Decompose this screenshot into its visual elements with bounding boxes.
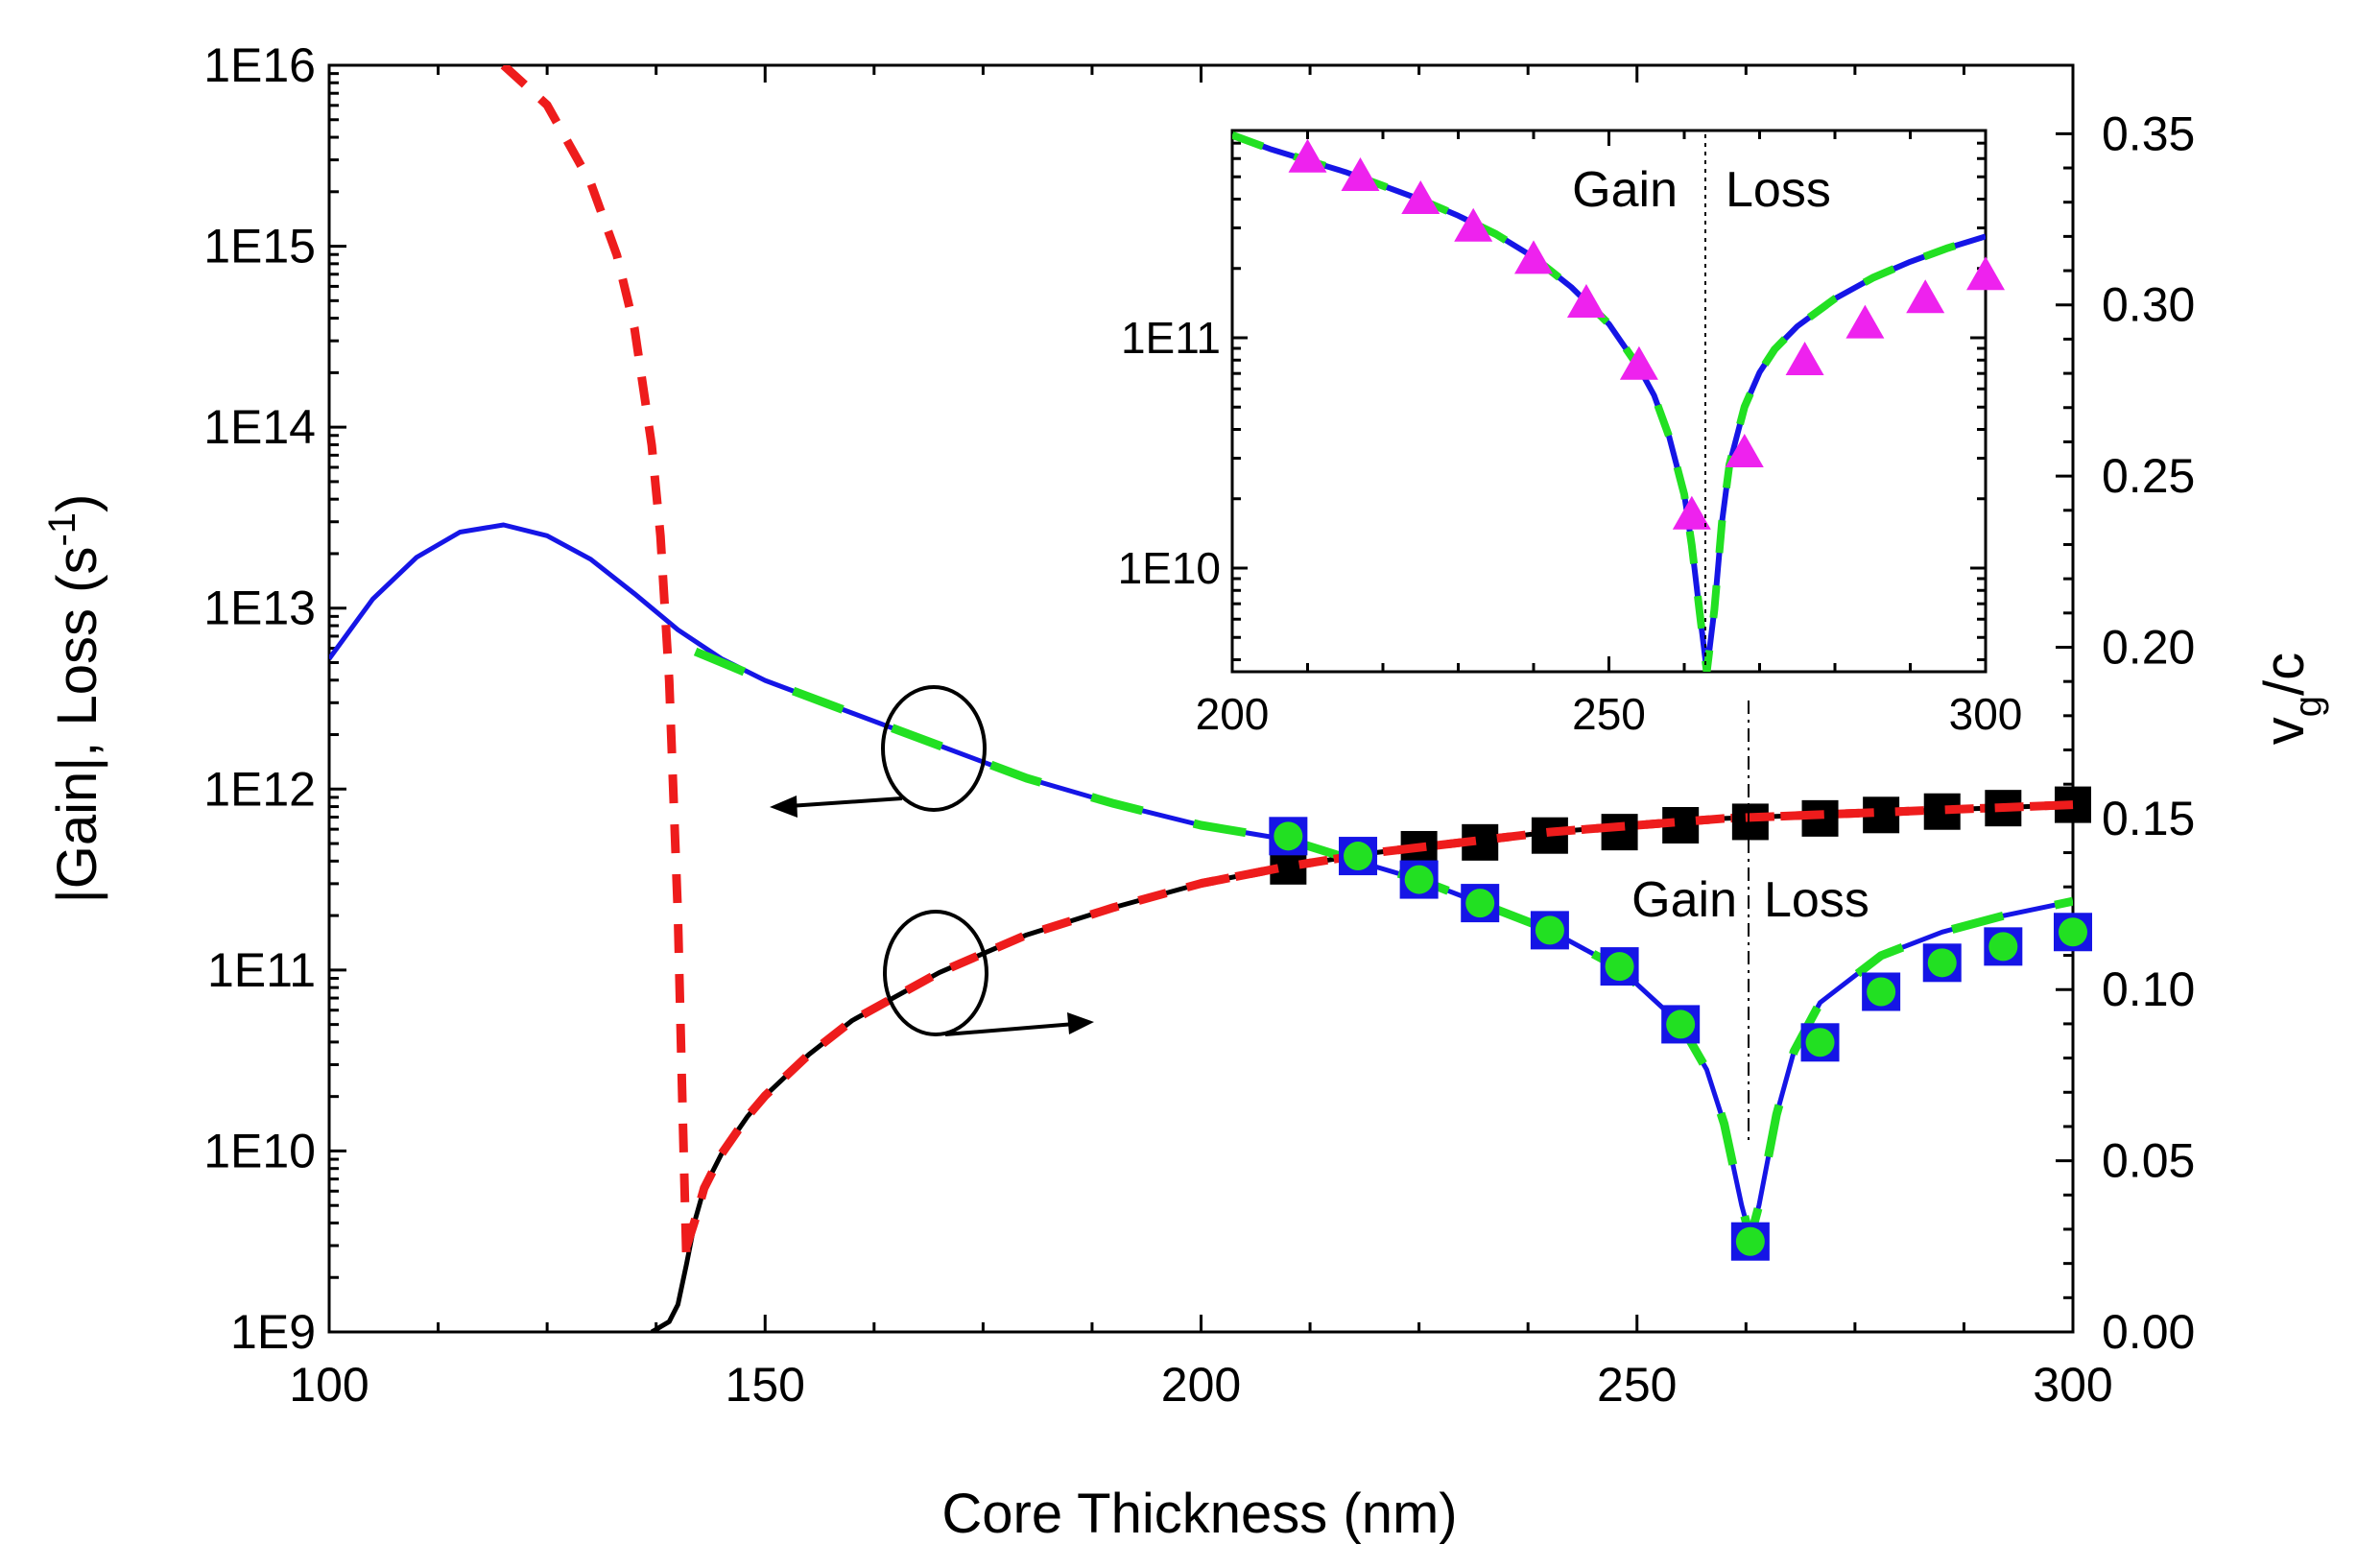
marker-triangle-magenta <box>1845 304 1885 339</box>
marker-circle-green <box>1735 1226 1765 1256</box>
marker-circle-green <box>1805 1028 1835 1057</box>
inset-y-tick-label: 1E11 <box>1121 313 1221 363</box>
y-right-tick-labels: 0.00 0.05 0.10 0.15 0.20 0.25 0.30 0.35 <box>2102 107 2195 1359</box>
marker-triangle-magenta <box>1906 279 1945 314</box>
inset-x-tick-labels: 200 250 300 <box>1196 689 2023 739</box>
left-axis-indicator-arrow <box>788 796 903 808</box>
x-tick-label: 200 <box>1161 1358 1241 1412</box>
series-line-red-dashed-steep <box>500 65 691 1270</box>
marker-triangle-magenta <box>1725 434 1764 467</box>
main-markers <box>1200 786 2092 1261</box>
y-right-tick-label: 0.30 <box>2102 278 2195 332</box>
x-tick-labels: 100 150 200 250 300 <box>289 1358 2112 1412</box>
y-left-axis-title: |Gain|, Loss (s-1) <box>41 494 108 904</box>
x-axis-title: Core Thickness (nm) <box>941 1483 1457 1545</box>
x-tick-label: 150 <box>726 1358 805 1412</box>
x-tick-label: 100 <box>289 1358 369 1412</box>
y-left-tick-label: 1E12 <box>203 762 316 816</box>
marker-circle-green <box>1867 977 1896 1007</box>
marker-triangle-magenta <box>1966 256 2005 291</box>
marker-circle-green <box>1344 842 1373 871</box>
main-gain-label: Gain <box>1631 872 1737 928</box>
marker-circle-green <box>1535 915 1564 945</box>
inset-y-tick-label: 1E10 <box>1118 543 1221 593</box>
main-loss-label: Loss <box>1764 872 1869 928</box>
marker-square-black <box>1731 803 1769 841</box>
y-left-tick-label: 1E16 <box>203 38 316 92</box>
series-line-vg-red-dashed <box>682 800 2073 1248</box>
marker-circle-green <box>1988 932 2018 962</box>
marker-triangle-magenta <box>1401 180 1440 214</box>
marker-triangle-magenta <box>1566 284 1606 318</box>
y-right-tick-label: 0.10 <box>2102 962 2195 1016</box>
marker-circle-green <box>1274 821 1303 851</box>
y-left-tick-label: 1E9 <box>230 1305 316 1359</box>
inset-x-tick-label: 250 <box>1572 689 1646 739</box>
marker-circle-green <box>1404 865 1434 894</box>
y-left-tick-labels: 1E9 1E10 1E11 1E12 1E13 1E14 1E15 1E16 <box>203 38 316 1359</box>
y-right-tick-label: 0.05 <box>2102 1134 2195 1188</box>
inset-ticks <box>1230 131 1988 672</box>
main-ticks <box>327 63 2075 1334</box>
inset-x-tick-label: 200 <box>1196 689 1270 739</box>
inset-y-tick-labels: 1E10 1E11 <box>1118 313 1221 593</box>
x-tick-label: 250 <box>1597 1358 1677 1412</box>
marker-triangle-magenta <box>1454 207 1493 242</box>
y-right-tick-label: 0.00 <box>2102 1305 2195 1359</box>
marker-circle-green <box>2059 917 2087 947</box>
y-right-tick-label: 0.15 <box>2102 792 2195 845</box>
marker-circle-green <box>1605 952 1634 982</box>
marker-square-black <box>1601 814 1638 851</box>
marker-circle-green <box>1465 889 1495 918</box>
marker-triangle-magenta <box>1619 345 1658 380</box>
right-arrow-head <box>1067 1012 1094 1034</box>
inset-markers <box>1288 138 2005 530</box>
inset-x-tick-label: 300 <box>1949 689 2023 739</box>
right-axis-indicator-arrow <box>944 1022 1076 1036</box>
y-left-tick-label: 1E15 <box>203 220 316 273</box>
marker-triangle-magenta <box>1672 495 1711 530</box>
y-left-tick-label: 1E14 <box>203 400 316 454</box>
marker-circle-green <box>1927 948 1957 978</box>
left-axis-indicator-ellipse <box>881 685 987 812</box>
series-line-gain-loss-dashed-green <box>693 647 2073 1243</box>
marker-triangle-magenta <box>1288 138 1327 173</box>
right-axis-indicator-ellipse <box>883 910 988 1036</box>
marker-circle-green <box>1666 1010 1696 1039</box>
marker-triangle-magenta <box>1514 240 1553 274</box>
marker-triangle-magenta <box>1785 342 1824 375</box>
y-left-tick-label: 1E13 <box>203 582 316 635</box>
inset-gain-label: Gain <box>1572 162 1678 218</box>
marker-triangle-magenta <box>1341 157 1380 191</box>
inset-loss-label: Loss <box>1726 162 1831 218</box>
y-left-tick-label: 1E11 <box>207 943 316 997</box>
y-right-tick-label: 0.35 <box>2102 107 2195 160</box>
y-right-axis-title: vg/c <box>2253 653 2329 745</box>
y-left-tick-label: 1E10 <box>203 1124 316 1177</box>
y-right-tick-label: 0.25 <box>2102 449 2195 503</box>
y-right-tick-label: 0.20 <box>2102 620 2195 674</box>
x-tick-label: 300 <box>2033 1358 2112 1412</box>
left-arrow-head <box>770 796 798 818</box>
